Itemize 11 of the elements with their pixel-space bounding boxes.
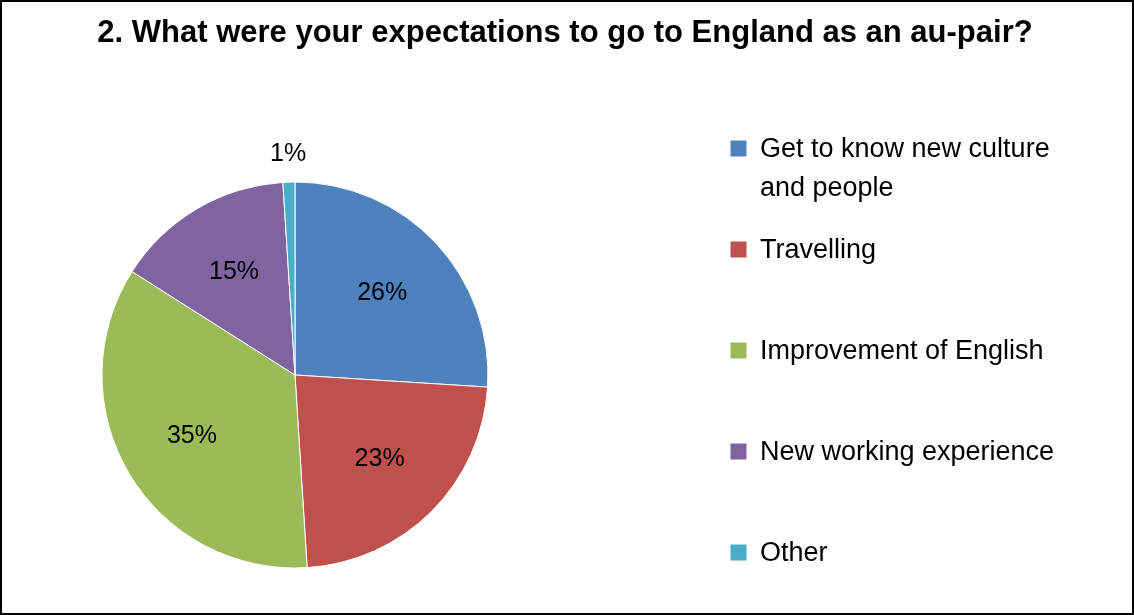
data-label: 15% (209, 255, 260, 284)
legend-label: Improvement of English (760, 335, 1044, 366)
legend-label: Travelling (760, 234, 877, 265)
legend-label: Other (760, 537, 828, 568)
data-label: 26% (357, 276, 408, 305)
data-label: 23% (354, 443, 405, 472)
data-label: 1% (269, 137, 307, 166)
chart-title: 2. What were your expectations to go to England as an au-pair? (97, 14, 1033, 49)
legend-label: New working experience (760, 436, 1055, 467)
legend-label: Get to know new culture and people (760, 133, 1050, 203)
data-label: 35% (166, 419, 218, 448)
